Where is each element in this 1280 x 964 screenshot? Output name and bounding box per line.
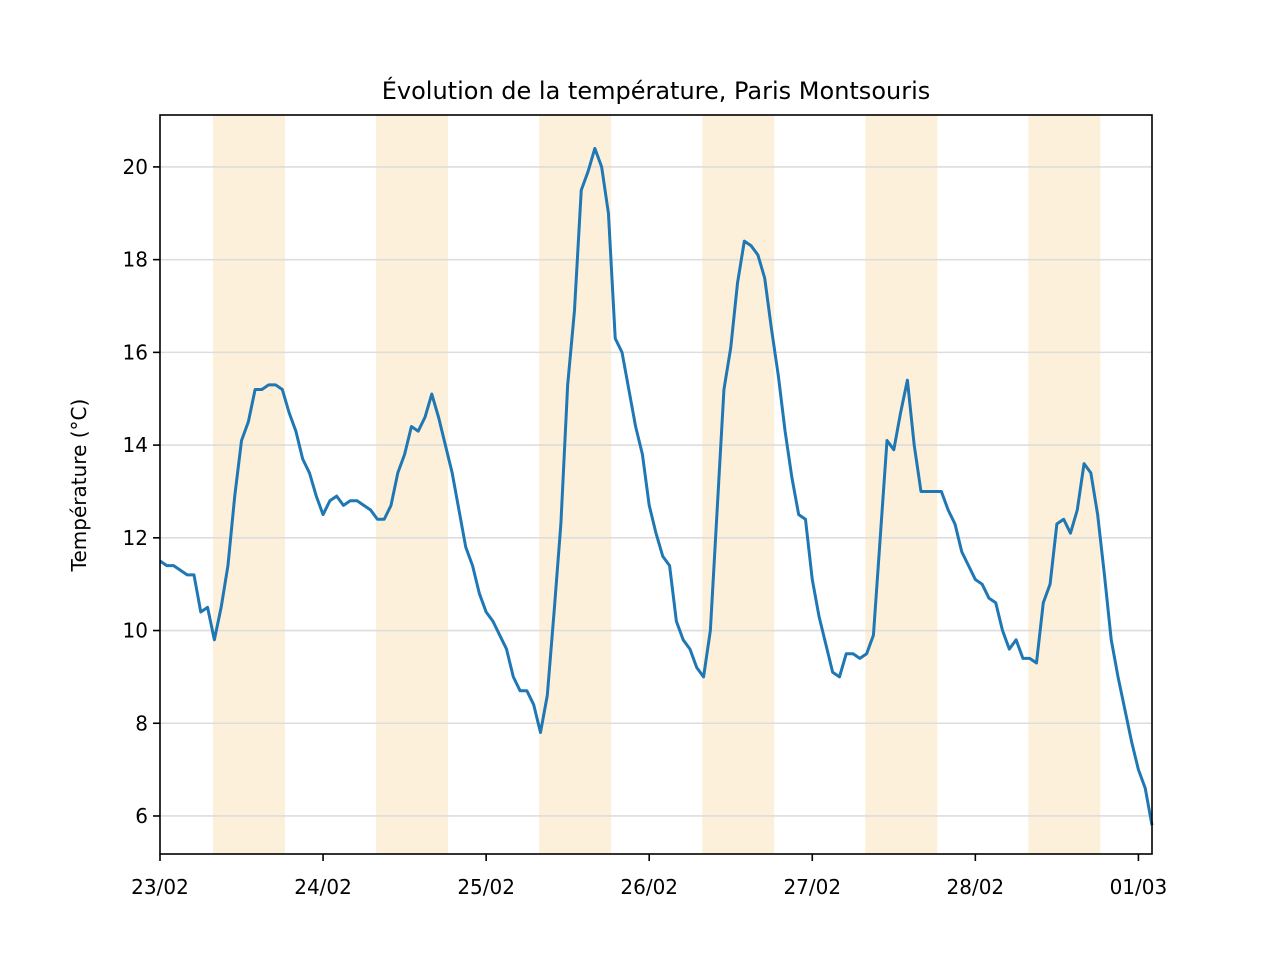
y-tick-label: 20 — [123, 155, 148, 179]
y-tick-label: 8 — [135, 711, 148, 735]
daylight-band — [212, 115, 286, 854]
daylight-band — [376, 115, 449, 854]
plot-frame — [159, 114, 1153, 855]
y-tick-label: 10 — [123, 619, 148, 643]
y-tick-label: 18 — [123, 248, 148, 272]
daylight-band — [702, 115, 775, 854]
x-tick-label: 01/03 — [1110, 875, 1168, 899]
y-tick-label: 16 — [123, 340, 148, 364]
x-tick-label: 27/02 — [783, 875, 841, 899]
series-lines — [159, 146, 1154, 826]
y-axis-label: Température (°C) — [67, 399, 91, 573]
x-tick-label: 24/02 — [294, 875, 352, 899]
daylight-band — [1028, 115, 1101, 854]
x-tick-label: 25/02 — [457, 875, 515, 899]
daylight-band — [539, 115, 612, 854]
y-tick-label: 12 — [123, 526, 148, 550]
x-tick-label: 28/02 — [947, 875, 1005, 899]
x-tick-label: 23/02 — [131, 875, 189, 899]
y-tick-label: 6 — [135, 804, 148, 828]
y-axis-ticks: 6 8 10 12 14 16 18 20 — [123, 155, 160, 828]
daylight-bands — [212, 115, 1101, 854]
y-tick-label: 14 — [123, 433, 148, 457]
temperature-line — [159, 146, 1154, 826]
x-tick-label: 26/02 — [620, 875, 678, 899]
daylight-band — [865, 115, 938, 854]
chart-title: Évolution de la température, Paris Monts… — [382, 76, 931, 105]
x-axis-ticks: 23/02 24/02 25/02 26/02 27/02 28/02 01/03 — [131, 854, 1167, 899]
